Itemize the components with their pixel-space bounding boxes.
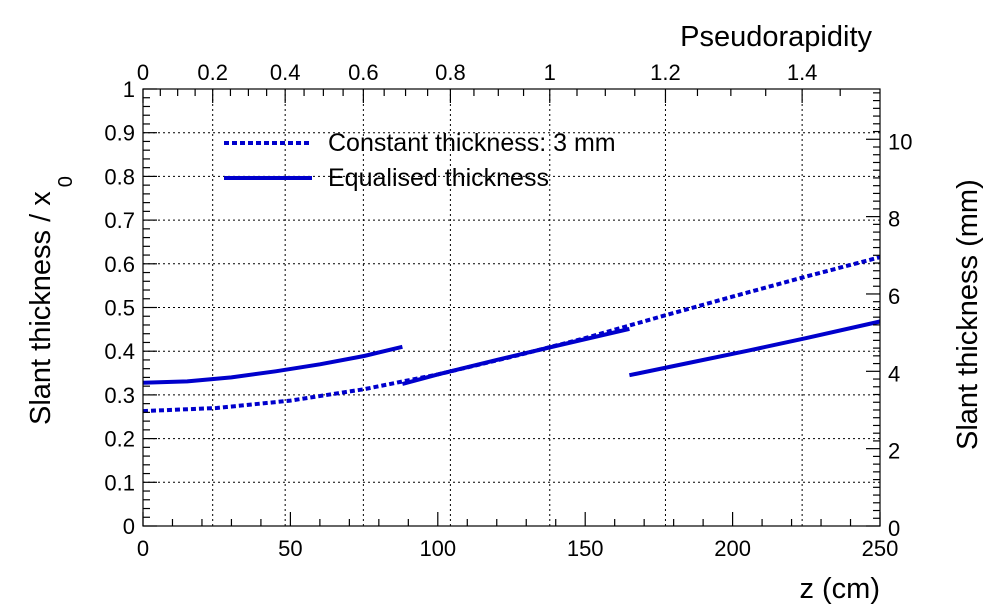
- series-equalised-thickness-segment: [142, 344, 403, 385]
- x-tick-label: 100: [419, 536, 456, 561]
- series-constant-thickness-segment: [142, 255, 881, 414]
- x-tick-label: 250: [862, 536, 899, 561]
- eta-tick-label: 1: [544, 60, 556, 85]
- y-tick-label: 0.6: [104, 252, 135, 277]
- series-layer: [142, 255, 881, 414]
- y2-tick-label: 8: [888, 207, 900, 232]
- eta-tick-label: 1.2: [650, 60, 681, 85]
- x-axis-title: z (cm): [799, 573, 880, 605]
- y-tick-label: 0.7: [104, 208, 135, 233]
- y2-tick-label: 2: [888, 439, 900, 464]
- x-tick-label: 50: [278, 536, 302, 561]
- y2-tick-label: 0: [888, 516, 900, 541]
- eta-tick-label: 0: [137, 60, 149, 85]
- y-tick-label: 0.1: [104, 470, 135, 495]
- y-axis-title-main: Slant thickness / x: [25, 191, 57, 425]
- series-equalised-thickness-segment: [628, 319, 881, 378]
- y2-tick-label: 4: [888, 361, 900, 386]
- legend-label-constant-thickness: Constant thickness: 3 mm: [328, 129, 616, 157]
- series-equalised-thickness-segment: [401, 326, 630, 386]
- y-axis-title-group: Slant thickness / x 0: [25, 176, 77, 425]
- y-tick-label: 0.4: [104, 339, 135, 364]
- eta-tick-label: 1.4: [787, 60, 818, 85]
- y-axis-title: Slant thickness / x 0: [25, 176, 77, 425]
- x-tick-label: 200: [714, 536, 751, 561]
- x-tick-label: 150: [567, 536, 604, 561]
- eta-tick-label: 0.2: [197, 60, 228, 85]
- tick-layer: [142, 88, 881, 527]
- label-layer: 0 50 100 150 200 25000.10.20.30.40.50.60.70.8…: [104, 60, 912, 561]
- y-tick-label: 0.8: [104, 164, 135, 189]
- x2-axis-title: Pseudorapidity: [680, 21, 872, 53]
- eta-tick-label: 0.8: [435, 60, 466, 85]
- eta-tick-label: 0.6: [348, 60, 379, 85]
- y-tick-label: 0.3: [104, 383, 135, 408]
- legend-label-equalised-thickness: Equalised thickness: [328, 164, 549, 192]
- legend: Constant thickness: 3 mm Equalised thick…: [224, 129, 616, 192]
- y-axis-title-subscript: 0: [55, 176, 77, 187]
- y-tick-label: 0.2: [104, 427, 135, 452]
- y-tick-label: 0: [123, 514, 135, 539]
- y-tick-label: 0.5: [104, 296, 135, 321]
- y-tick-label: 1: [123, 77, 135, 102]
- y2-axis-title: Slant thickness (mm): [952, 179, 984, 450]
- eta-tick-label: 0.4: [270, 60, 301, 85]
- y-tick-label: 0.9: [104, 121, 135, 146]
- y2-tick-label: 10: [888, 129, 912, 154]
- y2-tick-label: 6: [888, 284, 900, 309]
- x-tick-label: 0: [137, 536, 149, 561]
